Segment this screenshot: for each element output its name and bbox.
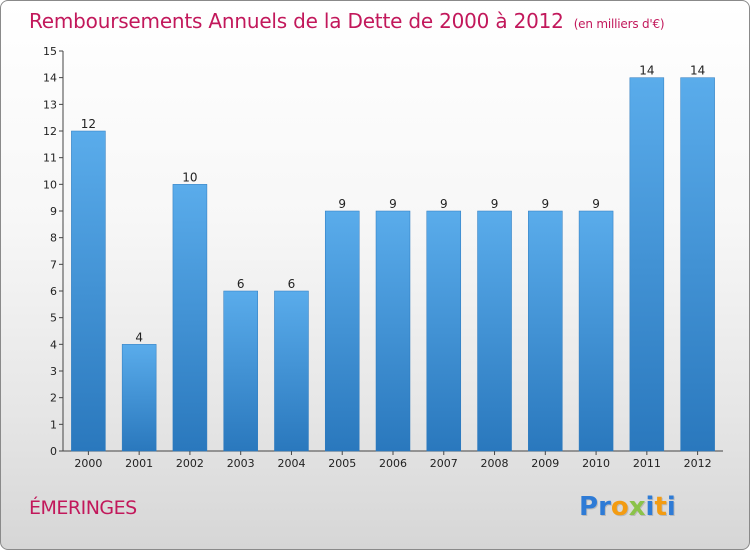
data-label-2011: 14 — [639, 64, 654, 78]
logo-letter: i — [666, 492, 676, 522]
logo-letter: o — [610, 492, 629, 522]
data-label-2010: 9 — [592, 197, 600, 211]
data-label-2009: 9 — [541, 197, 549, 211]
logo-letter: i — [645, 492, 655, 522]
bar-2012 — [680, 77, 715, 452]
y-tick-label: 6 — [50, 285, 57, 298]
y-tick-label: 10 — [43, 178, 57, 191]
x-tick-label: 2005 — [328, 457, 356, 470]
bar-2002 — [172, 184, 208, 452]
data-label-2004: 6 — [288, 277, 296, 291]
labels-group: 12 2000 4 2001 10 2002 6 2003 6 2004 9 2005 9 2006 9 20… — [74, 64, 711, 470]
bar-2006 — [375, 210, 411, 452]
y-tick-label: 9 — [50, 205, 57, 218]
y-tick-label: 13 — [43, 98, 57, 111]
x-tick-label: 2009 — [531, 457, 559, 470]
x-tick-label: 2004 — [277, 457, 305, 470]
bars-group — [71, 77, 715, 452]
y-tick-label: 2 — [50, 392, 57, 405]
y-tick-label: 1 — [50, 418, 57, 431]
bar-2000 — [71, 130, 106, 452]
x-tick-label: 2000 — [74, 457, 102, 470]
y-tick-label: 11 — [43, 152, 57, 165]
y-tick-label: 8 — [50, 232, 57, 245]
data-label-2002: 10 — [182, 170, 197, 184]
x-tick-label: 2003 — [227, 457, 255, 470]
data-label-2001: 4 — [135, 330, 143, 344]
commune-name: ÉMERINGES — [29, 497, 137, 519]
x-tick-label: 2002 — [176, 457, 204, 470]
y-tick-label: 12 — [43, 125, 57, 138]
chart-title: Remboursements Annuels de la Dette de 20… — [29, 9, 564, 33]
y-tick-label: 0 — [50, 445, 57, 458]
bar-2011 — [629, 77, 665, 452]
x-tick-label: 2006 — [379, 457, 407, 470]
y-tick-label: 7 — [50, 258, 57, 271]
bar-2005 — [324, 210, 360, 452]
data-label-2012: 14 — [690, 64, 705, 78]
y-tick-label: 15 — [43, 45, 57, 58]
data-label-2003: 6 — [237, 277, 245, 291]
bar-2008 — [477, 210, 512, 452]
bar-2004 — [274, 290, 309, 452]
bar-2001 — [121, 344, 157, 452]
data-label-2005: 9 — [338, 197, 346, 211]
x-tick-label: 2011 — [633, 457, 661, 470]
logo-letter: r — [598, 492, 611, 522]
logo-letter: x — [628, 492, 646, 522]
chart-subtitle: (en milliers d'€) — [573, 17, 665, 31]
chart-title-block: Remboursements Annuels de la Dette de 20… — [29, 9, 665, 33]
bar-2007 — [426, 210, 462, 452]
bar-2009 — [528, 210, 563, 452]
y-tick-label: 14 — [43, 72, 57, 85]
data-label-2000: 12 — [81, 117, 96, 131]
bar-2010 — [578, 210, 614, 452]
x-tick-label: 2012 — [684, 457, 712, 470]
logo-letter: P — [579, 492, 599, 522]
y-tick-label: 4 — [50, 338, 57, 351]
proxiti-logo: Proxiti — [579, 492, 676, 522]
y-tick-label: 5 — [50, 312, 57, 325]
x-tick-label: 2001 — [125, 457, 153, 470]
x-tick-label: 2007 — [430, 457, 458, 470]
x-tick-label: 2008 — [481, 457, 509, 470]
logo-letter: t — [654, 492, 667, 522]
x-tick-label: 2010 — [582, 457, 610, 470]
bar-2003 — [223, 290, 258, 452]
data-label-2008: 9 — [491, 197, 499, 211]
y-tick-label: 3 — [50, 365, 57, 378]
data-label-2007: 9 — [440, 197, 448, 211]
data-label-2006: 9 — [389, 197, 397, 211]
